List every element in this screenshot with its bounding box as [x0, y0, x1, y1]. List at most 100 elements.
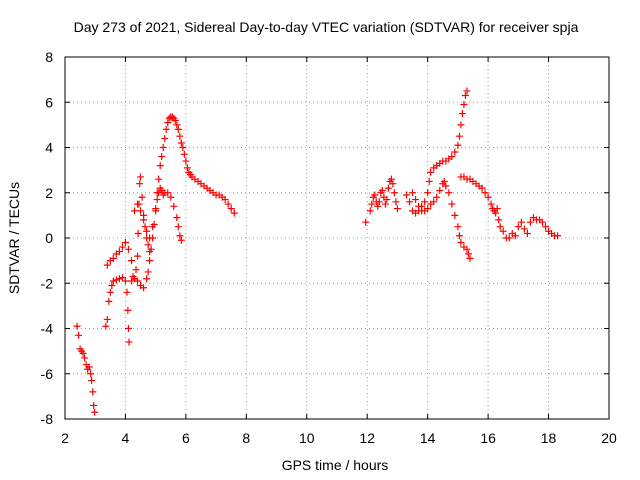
- data-point: [164, 189, 172, 197]
- data-point: [131, 207, 139, 215]
- data-point: [430, 198, 438, 206]
- data-point: [140, 216, 148, 224]
- data-point: [134, 252, 142, 260]
- data-point: [180, 150, 188, 158]
- data-point: [514, 223, 522, 231]
- data-point: [121, 277, 129, 285]
- data-point: [424, 205, 432, 213]
- data-point: [455, 232, 463, 240]
- data-point: [138, 193, 146, 201]
- data-point: [144, 268, 152, 276]
- data-point: [115, 248, 123, 256]
- data-point: [451, 211, 459, 219]
- x-tick-label: 12: [359, 430, 375, 446]
- data-point: [162, 125, 170, 133]
- data-point: [412, 196, 420, 204]
- data-point: [164, 119, 172, 127]
- data-point: [149, 223, 157, 231]
- data-point: [127, 257, 135, 265]
- data-point: [134, 229, 142, 237]
- data-point: [112, 276, 120, 284]
- data-point: [481, 189, 489, 197]
- data-point: [457, 239, 465, 247]
- data-point: [460, 101, 468, 109]
- data-point: [464, 250, 472, 258]
- data-point: [495, 216, 503, 224]
- data-point: [182, 157, 190, 165]
- data-point: [156, 162, 164, 170]
- data-point: [403, 191, 411, 199]
- data-point: [466, 254, 474, 262]
- data-point: [393, 205, 401, 213]
- data-point: [368, 200, 376, 208]
- data-point: [448, 153, 456, 161]
- data-point: [224, 200, 232, 208]
- data-point: [171, 116, 179, 124]
- data-point: [75, 331, 83, 339]
- data-point: [384, 184, 392, 192]
- data-point: [108, 282, 116, 290]
- data-point: [146, 234, 154, 242]
- data-point: [124, 325, 132, 332]
- data-point: [121, 239, 129, 247]
- data-point: [106, 288, 114, 296]
- data-point: [137, 207, 145, 215]
- x-tick-label: 6: [182, 430, 190, 446]
- series-arc1: [73, 322, 99, 416]
- data-point: [409, 189, 417, 197]
- data-point: [371, 191, 379, 199]
- x-tick-label: 4: [122, 430, 130, 446]
- x-tick-label: 2: [61, 430, 69, 446]
- y-tick-label: -4: [41, 321, 54, 337]
- data-point: [458, 110, 466, 118]
- data-point: [425, 177, 433, 185]
- data-point: [136, 180, 144, 188]
- data-point: [147, 245, 155, 253]
- x-tick-label: 10: [299, 430, 315, 446]
- data-point: [374, 202, 382, 210]
- data-point: [143, 275, 151, 283]
- x-tick-label: 18: [541, 430, 557, 446]
- x-tick-label: 20: [601, 430, 617, 446]
- plot-frame: [64, 56, 610, 420]
- data-point: [174, 223, 182, 231]
- x-tick-label: 14: [420, 430, 436, 446]
- data-point: [366, 207, 374, 215]
- data-point: [221, 196, 229, 204]
- data-point: [442, 182, 450, 190]
- y-tick-label: 6: [45, 94, 53, 110]
- x-tick-label: 16: [480, 430, 496, 446]
- data-point: [176, 232, 184, 240]
- data-point: [146, 257, 154, 265]
- data-point: [517, 218, 525, 226]
- data-point: [168, 113, 176, 121]
- data-point: [91, 408, 99, 416]
- data-point: [436, 186, 444, 194]
- data-point: [487, 200, 495, 208]
- series-arc3: [103, 173, 154, 283]
- series-arc8: [409, 177, 474, 262]
- y-tick-label: -8: [41, 411, 54, 427]
- data-point: [177, 236, 185, 244]
- data-point: [406, 198, 414, 206]
- data-point: [115, 275, 123, 283]
- data-point: [90, 401, 98, 409]
- data-point: [124, 245, 132, 253]
- y-tick-label: 2: [45, 185, 53, 201]
- data-points: [73, 87, 562, 416]
- data-point: [152, 205, 160, 213]
- data-point: [463, 87, 471, 95]
- axes: 2 4 6 8 10 12 14 16 18 20 -8 -6 -4 -2 0 2 4 6 8: [41, 49, 617, 446]
- data-point: [424, 189, 432, 197]
- data-point: [153, 189, 161, 197]
- data-point: [159, 144, 167, 151]
- data-point: [387, 175, 395, 183]
- data-point: [455, 132, 463, 140]
- data-point: [523, 229, 531, 237]
- x-tick-label: 8: [242, 430, 250, 446]
- data-point: [427, 168, 435, 176]
- data-point: [390, 189, 398, 197]
- data-point: [415, 202, 423, 210]
- series-arc7: [403, 87, 471, 217]
- data-point: [378, 186, 386, 194]
